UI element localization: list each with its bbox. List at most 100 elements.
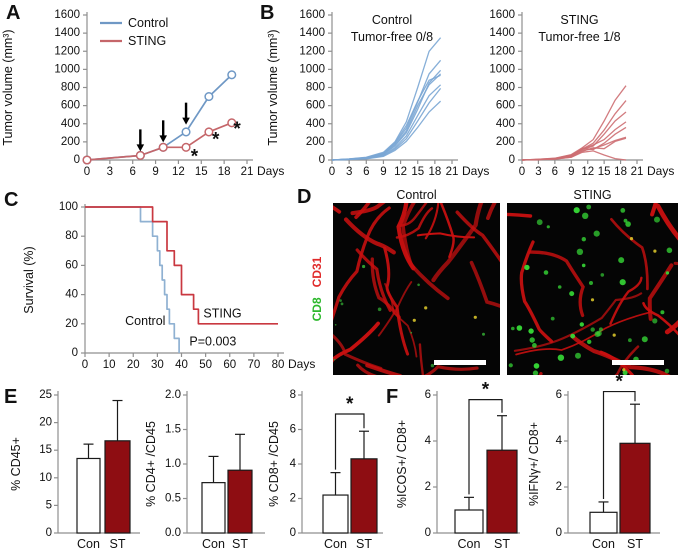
svg-text:8: 8 — [290, 389, 296, 401]
svg-text:12: 12 — [581, 166, 594, 178]
svg-text:6: 6 — [130, 166, 136, 178]
svg-text:15: 15 — [195, 166, 208, 178]
svg-text:1000: 1000 — [54, 63, 80, 75]
svg-text:Con: Con — [458, 537, 481, 551]
svg-text:800: 800 — [306, 82, 325, 94]
svg-text:1600: 1600 — [489, 9, 515, 21]
svg-text:0: 0 — [509, 154, 515, 166]
svg-text:400: 400 — [306, 118, 325, 130]
svg-text:*: * — [233, 119, 241, 140]
panel-c-label: C — [4, 189, 19, 211]
svg-text:600: 600 — [496, 100, 515, 112]
svg-text:4: 4 — [556, 435, 563, 447]
svg-text:0: 0 — [556, 527, 562, 539]
svg-text:2: 2 — [425, 481, 431, 493]
svg-text:0: 0 — [46, 527, 52, 539]
svg-text:6: 6 — [556, 389, 562, 401]
svg-text:% CD4+ /CD45: % CD4+ /CD45 — [144, 421, 158, 507]
svg-text:Tumor-free 0/8: Tumor-free 0/8 — [351, 30, 433, 44]
svg-text:0: 0 — [425, 527, 431, 539]
svg-text:2: 2 — [556, 481, 562, 493]
svg-text:ST: ST — [627, 537, 643, 551]
svg-text:1200: 1200 — [54, 45, 80, 57]
svg-text:1200: 1200 — [299, 45, 325, 57]
svg-text:200: 200 — [306, 136, 325, 148]
svg-text:100: 100 — [59, 201, 78, 213]
svg-text:STING: STING — [560, 13, 598, 27]
svg-text:5: 5 — [46, 499, 52, 511]
svg-text:1400: 1400 — [489, 27, 515, 39]
svg-text:Con: Con — [202, 537, 225, 551]
svg-text:21: 21 — [446, 166, 459, 178]
svg-text:40: 40 — [65, 289, 78, 301]
svg-text:0: 0 — [72, 347, 78, 359]
svg-text:0: 0 — [329, 166, 335, 178]
svg-text:50: 50 — [199, 359, 212, 371]
svg-text:800: 800 — [496, 82, 515, 94]
svg-text:1000: 1000 — [489, 63, 515, 75]
svg-text:*: * — [212, 130, 220, 151]
svg-text:15: 15 — [598, 166, 611, 178]
svg-text:1.0: 1.0 — [165, 458, 181, 470]
svg-text:9: 9 — [380, 166, 386, 178]
svg-text:0.0: 0.0 — [165, 527, 181, 539]
svg-text:0: 0 — [319, 154, 325, 166]
svg-text:STING: STING — [128, 34, 166, 48]
svg-text:*: * — [191, 147, 199, 168]
panel-f-label: F — [386, 386, 399, 408]
svg-text:2: 2 — [290, 493, 296, 505]
svg-text:800: 800 — [61, 82, 80, 94]
svg-text:Survival (%): Survival (%) — [22, 246, 36, 313]
svg-text:P=0.003: P=0.003 — [189, 334, 236, 348]
svg-text:%ICOS+/ CD8+: %ICOS+/ CD8+ — [395, 420, 409, 508]
svg-text:30: 30 — [151, 359, 164, 371]
svg-text:ST: ST — [494, 537, 510, 551]
svg-text:1400: 1400 — [54, 27, 80, 39]
microscopy-control-title: Control — [396, 188, 437, 202]
svg-text:Tumor volume (mm³): Tumor volume (mm³) — [266, 29, 280, 145]
svg-text:Days: Days — [288, 357, 315, 371]
svg-text:60: 60 — [65, 259, 78, 271]
svg-text:% CD45+: % CD45+ — [9, 437, 23, 491]
svg-text:6: 6 — [552, 166, 558, 178]
svg-text:12: 12 — [394, 166, 407, 178]
svg-text:STING: STING — [203, 307, 241, 321]
svg-text:0: 0 — [290, 527, 296, 539]
svg-text:15: 15 — [411, 166, 424, 178]
svg-text:3: 3 — [535, 166, 541, 178]
panel-d-label: D — [297, 186, 312, 208]
svg-text:ST: ST — [356, 537, 372, 551]
svg-text:Control: Control — [372, 13, 412, 27]
svg-text:*: * — [482, 380, 490, 401]
svg-text:18: 18 — [428, 166, 441, 178]
svg-text:9: 9 — [152, 166, 158, 178]
svg-text:Control: Control — [128, 16, 168, 30]
icos-bar-chart: 0 2 4 6 %ICOS+/ CD8+ Con ST * — [395, 380, 520, 551]
svg-text:0: 0 — [82, 359, 88, 371]
svg-text:1000: 1000 — [299, 63, 325, 75]
svg-text:Tumor-free 1/8: Tumor-free 1/8 — [538, 30, 620, 44]
tumor-growth-chart: 0 200 400 600 800 1000 1200 1400 1600 0 3 6 9 12 15 18 2… — [1, 9, 284, 178]
cd4-bar-chart: 0.0 0.5 1.0 1.5 2.0 % CD4+ /CD45 Con ST — [144, 389, 265, 551]
svg-text:600: 600 — [306, 100, 325, 112]
svg-text:Con: Con — [77, 537, 100, 551]
svg-text:18: 18 — [614, 166, 627, 178]
svg-text:15: 15 — [39, 444, 52, 456]
svg-text:*: * — [346, 394, 354, 415]
ifng-bar-chart: 0 2 4 6 %IFNγ+/ CD8+ Con ST * — [527, 372, 660, 551]
svg-text:1.5: 1.5 — [165, 424, 181, 436]
panel-b-label: B — [260, 2, 275, 24]
svg-text:1200: 1200 — [489, 45, 515, 57]
microscopy-sting-title: STING — [573, 188, 612, 202]
svg-text:0.5: 0.5 — [165, 493, 181, 505]
svg-text:*: * — [616, 372, 624, 393]
panel-a-label: A — [6, 2, 21, 24]
svg-text:Con: Con — [592, 537, 615, 551]
svg-text:0: 0 — [74, 154, 80, 166]
svg-text:ST: ST — [110, 537, 126, 551]
svg-text:12: 12 — [172, 166, 185, 178]
svg-text:6: 6 — [425, 389, 431, 401]
